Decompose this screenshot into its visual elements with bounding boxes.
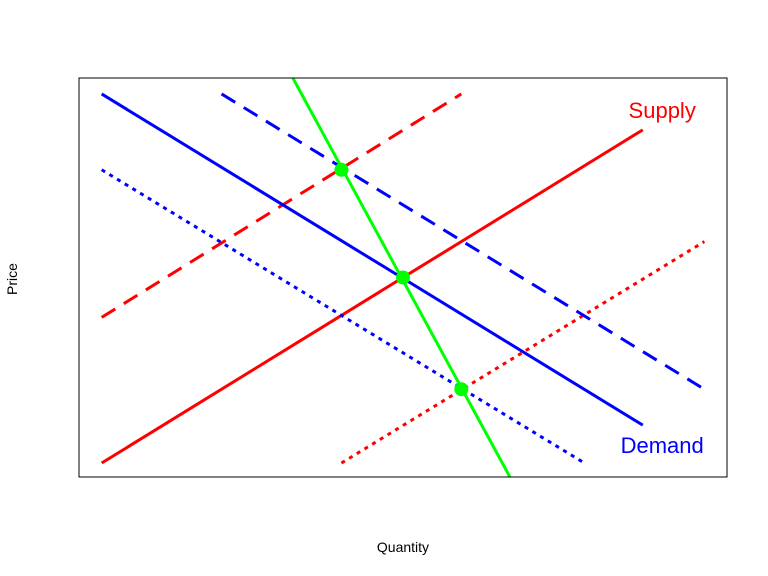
curve-dashed-4 bbox=[220, 92, 706, 391]
curve-solid-3 bbox=[100, 92, 644, 427]
curve-dotted-5 bbox=[100, 168, 586, 465]
x-axis-title: Quantity bbox=[377, 539, 429, 555]
equilibrium-point-2 bbox=[454, 382, 469, 397]
equilibrium-points-layer bbox=[334, 162, 469, 397]
curve-dotted-2 bbox=[340, 240, 706, 465]
equilibrium-point-0 bbox=[334, 162, 349, 177]
supply-label: Supply bbox=[629, 98, 696, 123]
curve-solid-0 bbox=[100, 128, 644, 465]
y-axis-title: Price bbox=[4, 263, 20, 295]
plot-frame bbox=[78, 77, 728, 478]
equilibrium-point-1 bbox=[396, 270, 410, 285]
demand-label: Demand bbox=[621, 433, 704, 458]
